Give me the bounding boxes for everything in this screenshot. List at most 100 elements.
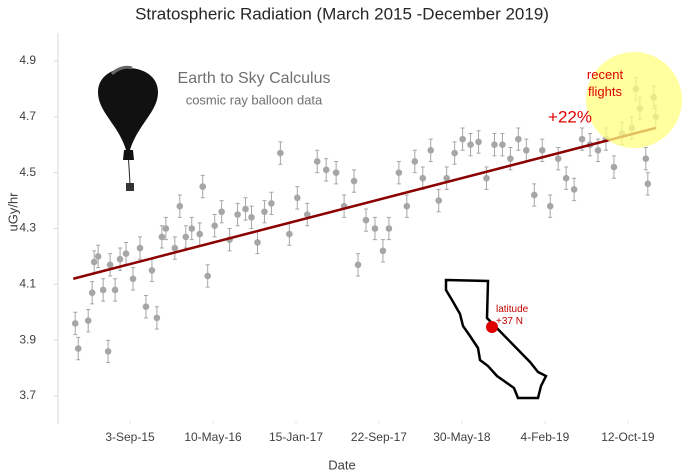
x-axis-title: Date (328, 457, 355, 472)
data-point (499, 141, 506, 149)
data-point (158, 233, 166, 241)
data-point (554, 155, 562, 162)
data-point (459, 135, 466, 143)
data-point (354, 261, 362, 269)
y-tick-label: 4.3 (19, 221, 36, 235)
recent-label: recent flights (586, 67, 624, 99)
data-point (171, 244, 179, 252)
data-point (122, 250, 130, 257)
y-tick-label: 3.7 (19, 388, 36, 402)
data-point (116, 255, 124, 263)
x-tick-label: 15-Jan-17 (269, 430, 323, 444)
data-point (106, 261, 114, 269)
data-point (261, 208, 268, 216)
data-point (443, 174, 450, 182)
data-point (546, 202, 554, 210)
data-point (211, 222, 218, 230)
data-point (90, 258, 98, 266)
chart-title: Stratospheric Radiation (March 2015 -Dec… (135, 4, 549, 23)
brand-label: Earth to Sky Calculus (178, 70, 331, 87)
data-point (286, 230, 293, 238)
california-map (430, 272, 560, 404)
data-point (84, 317, 92, 324)
data-point (313, 158, 321, 165)
data-point (385, 225, 393, 232)
y-tick-label: 4.7 (19, 109, 36, 123)
y-tick-label: 4.9 (19, 53, 36, 67)
data-point (411, 158, 419, 165)
data-point (248, 214, 255, 221)
data-point (507, 155, 514, 162)
data-point (303, 211, 311, 218)
x-tick-label: 12-Oct-19 (601, 430, 655, 444)
brand-subtitle: cosmic ray balloon data (186, 92, 323, 107)
data-point (104, 348, 112, 355)
data-point (642, 155, 650, 162)
data-point (403, 202, 411, 210)
data-point (153, 314, 161, 322)
data-point (371, 225, 379, 232)
data-point (182, 233, 190, 241)
data-point (294, 194, 301, 202)
x-tick-label: 10-May-16 (184, 430, 242, 444)
latitude-label: latitude +37 N (496, 304, 529, 327)
data-point (578, 135, 586, 143)
recent-label-box: recent flights (586, 67, 624, 99)
trend-line (72, 126, 657, 280)
data-point (242, 205, 249, 213)
data-point (523, 147, 530, 154)
data-point (515, 135, 522, 143)
data-point (594, 147, 602, 154)
recent-highlight (586, 52, 682, 148)
data-point (538, 147, 546, 154)
data-point (199, 183, 207, 190)
data-point (111, 286, 119, 294)
data-point (451, 149, 458, 157)
data-point (570, 186, 578, 193)
data-point (129, 275, 137, 283)
latitude-box: latitude +37 N (496, 304, 529, 327)
data-point (142, 303, 150, 311)
data-point (254, 239, 261, 246)
data-point (610, 163, 618, 171)
data-point (268, 200, 275, 207)
data-point (277, 149, 284, 157)
data-point (136, 244, 144, 252)
data-point (188, 225, 196, 232)
data-point (88, 289, 96, 297)
change-label: +22% (548, 107, 592, 126)
data-point (196, 230, 204, 238)
data-point (530, 191, 538, 199)
x-tick-label: 22-Sep-17 (351, 430, 407, 444)
data-point (395, 169, 403, 176)
data-point (350, 177, 358, 185)
data-point (332, 169, 340, 176)
data-point (483, 174, 490, 182)
data-point (218, 208, 225, 216)
data-point (234, 211, 241, 218)
data-point (204, 272, 211, 280)
data-point (644, 180, 652, 188)
data-point (427, 147, 435, 154)
data-point (379, 247, 387, 255)
data-point (475, 138, 482, 146)
y-tick-label: 4.5 (19, 165, 36, 179)
data-point (162, 225, 170, 232)
data-point (94, 253, 102, 260)
data-point (562, 174, 570, 182)
data-point (322, 166, 330, 174)
data-point (419, 174, 427, 182)
balloon-icon (98, 65, 158, 191)
data-point (491, 141, 498, 149)
data-point (74, 345, 82, 352)
y-axis-title: uGy/hr (5, 192, 20, 232)
data-point (99, 286, 107, 294)
y-tick-label: 3.9 (19, 332, 36, 346)
y-tick-label: 4.1 (19, 277, 36, 291)
data-point (362, 216, 370, 224)
data-point (71, 320, 79, 327)
data-point (467, 141, 474, 149)
data-point (435, 197, 443, 204)
data-point (176, 202, 184, 210)
